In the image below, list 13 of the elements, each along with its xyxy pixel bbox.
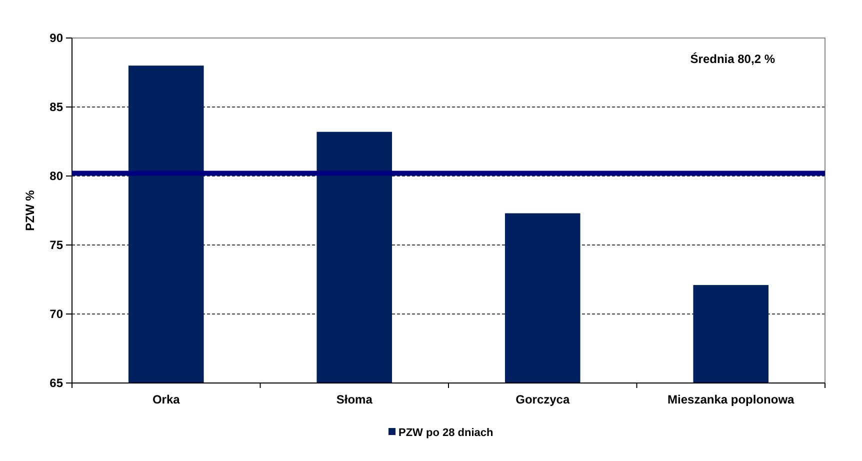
x-tick-label: Orka <box>152 392 180 407</box>
y-axis-title: PZW % <box>23 190 37 231</box>
y-tick-label: 75 <box>50 238 64 252</box>
x-tick-label: Mieszanka poplonowa <box>668 392 795 407</box>
y-tick-label: 90 <box>50 30 64 45</box>
x-tick-label: Gorczyca <box>516 392 570 407</box>
y-tick-label: 65 <box>50 376 64 390</box>
y-tick-label: 80 <box>50 168 64 183</box>
y-tick-label: 70 <box>50 306 64 321</box>
y-tick-label: 85 <box>50 100 64 114</box>
x-tick-label: Słoma <box>336 392 373 407</box>
annotation: Średnia 80,2 % <box>690 52 776 66</box>
legend-label: PZW po 28 dniach <box>398 427 494 439</box>
